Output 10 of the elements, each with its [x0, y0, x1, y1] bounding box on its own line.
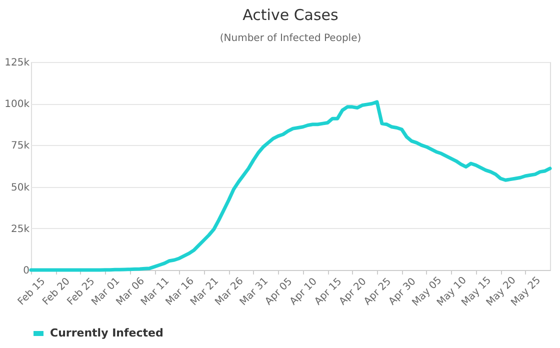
y-tick-label: 50k — [10, 182, 30, 194]
y-tick-label: 0 — [23, 266, 30, 276]
line-series — [29, 100, 552, 272]
chart-title: Active Cases — [242, 6, 339, 24]
y-tick-label: 25k — [10, 224, 30, 235]
legend-label: Currently Infected — [50, 326, 164, 340]
y-tick-label: 75k — [10, 140, 30, 152]
chart-subtitle: (Number of Infected People) — [220, 33, 362, 44]
y-tick-label: 125k — [4, 58, 30, 68]
y-tick-label: 100k — [4, 99, 30, 110]
